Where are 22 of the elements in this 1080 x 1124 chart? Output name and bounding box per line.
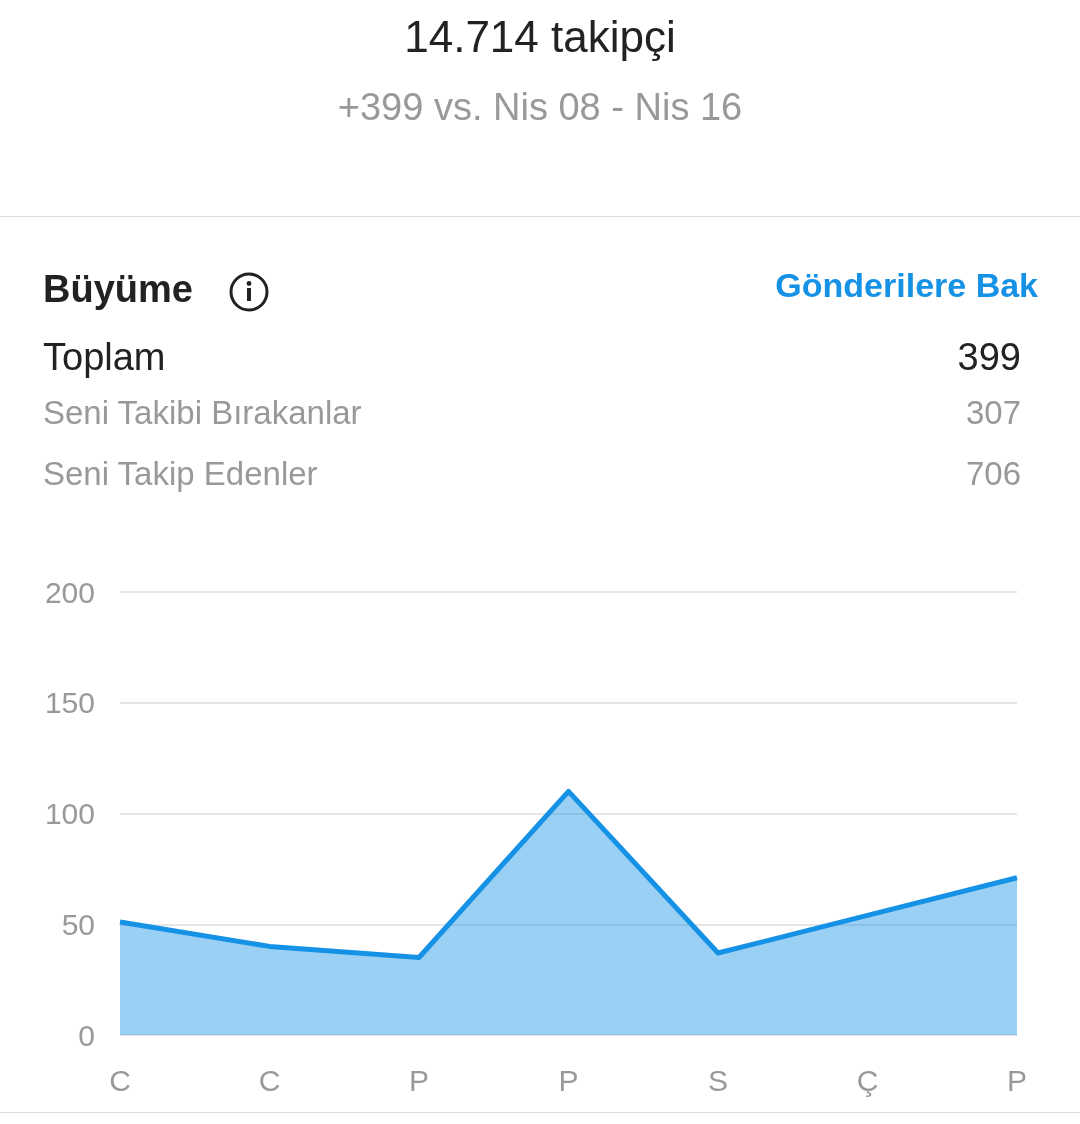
text: Büyüme bbox=[43, 268, 193, 311]
y-tick-label: 150 bbox=[44, 686, 95, 720]
y-tick-label: 50 bbox=[61, 907, 95, 941]
text: Gönderilere Bak bbox=[775, 266, 1038, 305]
y-tick-label: 0 bbox=[78, 1018, 95, 1052]
x-tick-label: C bbox=[258, 1063, 281, 1097]
text: Seni Takibi Bırakanlar bbox=[43, 394, 362, 432]
text: 399 bbox=[957, 336, 1021, 379]
chart-subtitle: +399 vs. Nis 08 - Nis 16 bbox=[336, 86, 744, 129]
text: 706 bbox=[965, 455, 1021, 493]
x-tick-label: S bbox=[707, 1063, 729, 1097]
text: Seni Takip Edenler bbox=[43, 455, 318, 493]
text: 307 bbox=[965, 394, 1021, 432]
y-tick-label: 200 bbox=[44, 575, 95, 609]
chart-title: 14.714 takipçi bbox=[403, 12, 677, 62]
x-tick-label: Ç bbox=[856, 1063, 879, 1097]
x-tick-label: P bbox=[1006, 1063, 1028, 1097]
text: Toplam bbox=[43, 336, 166, 379]
y-tick-label: 100 bbox=[44, 797, 95, 830]
x-tick-label: P bbox=[558, 1063, 579, 1097]
x-tick-label: C bbox=[109, 1063, 131, 1097]
x-tick-label: P bbox=[408, 1063, 430, 1097]
